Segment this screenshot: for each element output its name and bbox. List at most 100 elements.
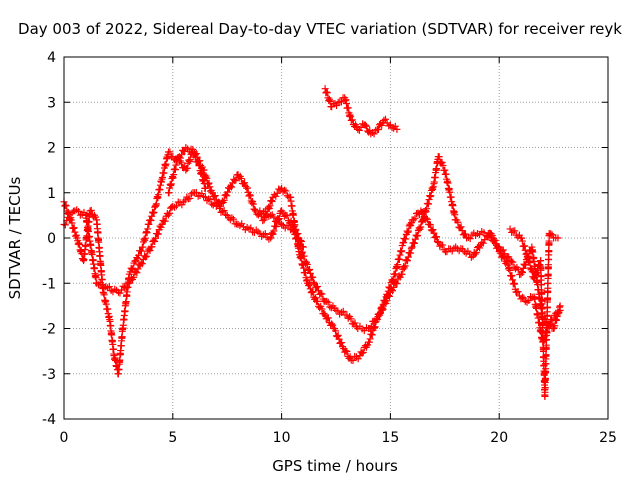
data-point — [244, 184, 252, 192]
data-point — [415, 224, 423, 232]
data-point — [148, 212, 156, 220]
data-point — [556, 302, 564, 310]
data-point — [178, 159, 186, 167]
data-point — [547, 230, 555, 238]
data-point — [150, 208, 158, 216]
data-point — [439, 161, 447, 169]
data-point — [402, 235, 410, 243]
data-point — [248, 199, 256, 207]
data-point — [183, 164, 191, 172]
data-point — [293, 234, 301, 242]
data-point — [521, 242, 529, 250]
data-point — [203, 174, 211, 182]
data-point — [368, 331, 376, 339]
data-point — [406, 220, 414, 228]
data-point — [518, 293, 526, 301]
data-point — [146, 216, 154, 224]
data-point — [411, 214, 419, 222]
data-point — [420, 215, 428, 223]
data-point — [228, 183, 236, 191]
data-point — [207, 187, 215, 195]
series-track-b — [60, 188, 307, 297]
data-point — [513, 288, 521, 296]
data-point — [172, 202, 180, 210]
data-point — [525, 297, 533, 305]
x-axis-label: GPS time / hours — [272, 457, 398, 475]
data-point — [176, 154, 184, 162]
data-point — [521, 246, 529, 254]
data-point — [417, 223, 425, 231]
data-point — [367, 322, 375, 330]
data-point — [390, 283, 398, 291]
data-point — [508, 228, 516, 236]
data-point — [228, 214, 236, 222]
data-point — [429, 183, 437, 191]
data-point — [251, 205, 259, 213]
data-point — [318, 305, 326, 313]
data-point — [378, 306, 386, 314]
data-point — [249, 200, 257, 208]
y-tick-label: 4 — [47, 50, 56, 66]
data-point — [142, 253, 150, 261]
data-point — [309, 273, 317, 281]
data-point — [267, 234, 275, 242]
data-point — [457, 223, 465, 231]
data-point — [366, 335, 374, 343]
data-point — [325, 96, 333, 104]
data-point — [429, 226, 437, 234]
data-point — [201, 193, 209, 201]
data-point — [198, 163, 206, 171]
data-point — [342, 347, 350, 355]
data-point — [328, 320, 336, 328]
data-point — [520, 294, 528, 302]
data-point — [410, 239, 418, 247]
data-point — [295, 241, 303, 249]
data-point — [518, 237, 526, 245]
data-point — [433, 233, 441, 241]
data-point — [309, 278, 317, 286]
data-point — [290, 227, 298, 235]
data-point — [314, 297, 322, 305]
data-point — [514, 288, 522, 296]
data-point — [309, 288, 317, 296]
data-point — [173, 157, 181, 165]
data-point — [187, 190, 195, 198]
data-point — [164, 211, 172, 219]
data-point — [530, 275, 538, 283]
data-point — [298, 237, 306, 245]
data-point — [358, 349, 366, 357]
data-point — [281, 186, 289, 194]
data-point — [371, 318, 379, 326]
data-point — [302, 260, 310, 268]
data-point — [411, 235, 419, 243]
data-point — [519, 264, 527, 272]
data-point — [219, 207, 227, 215]
data-point — [237, 175, 245, 183]
data-point — [247, 224, 255, 232]
data-point — [161, 217, 169, 225]
data-point — [138, 260, 146, 268]
data-point — [548, 231, 556, 239]
data-point — [531, 274, 539, 282]
data-point — [273, 189, 281, 197]
data-point — [65, 215, 73, 223]
data-point — [312, 283, 320, 291]
data-point — [472, 249, 480, 257]
data-point — [318, 290, 326, 298]
data-point — [282, 211, 290, 219]
data-point — [178, 151, 186, 159]
data-point — [338, 339, 346, 347]
data-point — [149, 209, 157, 217]
x-axis-ticks: 0 5 10 15 20 25 — [60, 57, 617, 446]
data-point — [270, 213, 278, 221]
data-point — [193, 153, 201, 161]
data-point — [211, 192, 219, 200]
data-point — [499, 246, 507, 254]
data-point — [305, 281, 313, 289]
data-point — [379, 305, 387, 313]
data-point — [427, 192, 435, 200]
data-point — [229, 215, 237, 223]
data-point — [283, 212, 291, 220]
x-tick-label: 20 — [490, 430, 508, 446]
